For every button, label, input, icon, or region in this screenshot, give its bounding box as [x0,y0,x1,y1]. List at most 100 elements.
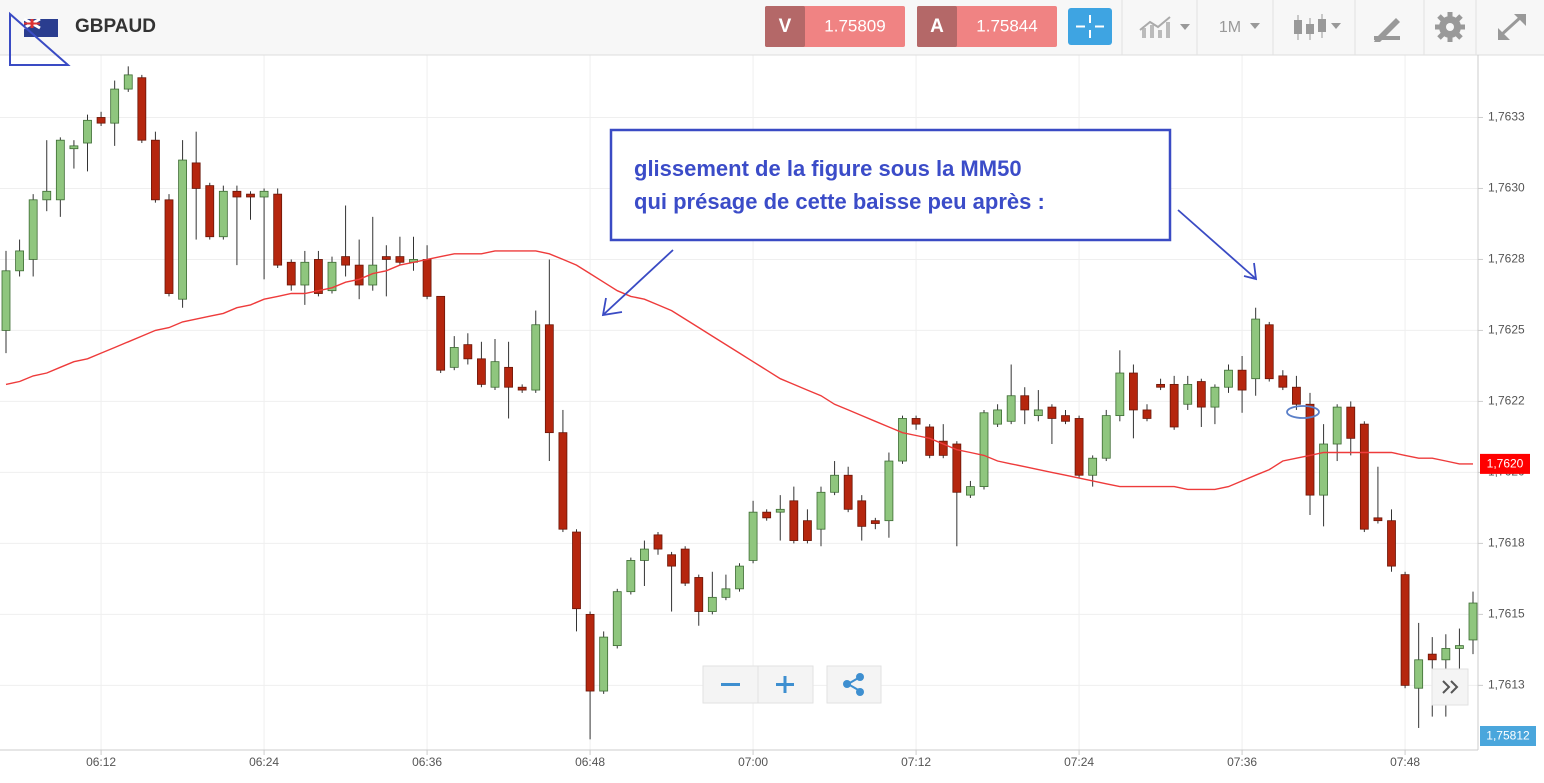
last-price-tag: 1,75812 [1480,726,1536,746]
candle-body [775,508,785,513]
bid-letter: V [779,16,792,37]
grid [0,55,1478,750]
candle-body [463,344,473,360]
candle-body [96,117,106,124]
y-tick-label: 1,7613 [1488,678,1525,692]
y-tick-label: 1,7622 [1488,394,1525,408]
candle-body [1033,409,1043,417]
candle-body [178,159,187,300]
y-tick-label: 1,7625 [1488,323,1525,337]
candle-body [1047,406,1057,419]
x-tick-label: 06:48 [575,755,605,769]
fullscreen-button[interactable] [1498,14,1526,40]
candle-body [707,596,717,612]
bid-button[interactable]: V 1.75809 [765,6,905,47]
candle-body [558,432,568,530]
candle-body [762,511,772,519]
zoom-in-button[interactable] [757,665,814,704]
candle-body [314,259,323,294]
x-tick-label: 07:24 [1064,755,1094,769]
candle-body [694,577,704,612]
candle-body [517,386,527,391]
candle-body [857,500,867,527]
bid-price: 1.75809 [824,16,885,35]
candle-body [246,193,255,198]
candle-body [28,199,38,260]
candle-body [966,486,975,496]
x-tick-label: 06:24 [249,755,279,769]
candle-body [1292,386,1301,405]
drawn-ellipse [1286,405,1320,419]
candle-body [599,636,609,692]
candle-body [381,256,391,260]
candle-body [843,474,853,510]
candle-body [327,261,337,292]
candle-body [300,261,310,286]
ma-tag [1480,453,1530,474]
candle-body [123,74,133,90]
candle-body [218,190,228,238]
candle-body [151,139,160,201]
candle-body [1346,406,1356,439]
indicator-button[interactable] [1139,16,1190,38]
timeframe-button[interactable]: 1M [1219,19,1260,36]
candle-body [1332,406,1342,445]
candle-body [612,591,622,647]
candle-body [477,358,486,385]
candle-body [1359,423,1369,530]
y-tick-label: 1,7618 [1488,536,1525,550]
x-tick-label: 06:36 [412,755,442,769]
ask-price: 1.75844 [976,16,1037,35]
candle-body [55,139,65,201]
candle-body [667,554,676,567]
scroll-right-button[interactable] [1431,668,1469,706]
candle-body [1441,648,1451,661]
candle-body [1115,372,1125,417]
candle-body [1224,369,1233,388]
crosshair-button[interactable] [1068,8,1112,45]
candle-body [1129,372,1138,411]
annotation-line: qui présage de cette baisse peu après : [634,189,1045,214]
plot [1,66,1478,740]
toolbar-separators [1121,0,1477,55]
candle-body [69,145,79,150]
candle-body [870,520,880,524]
chart-type-button[interactable] [1294,14,1341,40]
ma-tag-label: 1,7620 [1487,457,1524,471]
candle-body [830,474,839,493]
candle-body [110,88,120,124]
candle-body [911,418,921,425]
candle-body [1101,415,1111,459]
candle-body [1061,415,1070,422]
candle-body [1183,383,1193,405]
candle-body [898,418,907,462]
candle-body [1196,381,1206,408]
y-tick-label: 1,7615 [1488,607,1525,621]
candle-body [748,511,758,561]
candle-body [979,412,989,488]
candle-body [585,613,595,692]
candle-body [232,190,242,198]
candle-body [15,250,24,272]
candle-body [1305,403,1315,496]
settings-button[interactable] [1435,12,1465,42]
candle-body [449,347,459,368]
candle-body [1427,653,1437,661]
candle-body [1237,369,1247,391]
x-tick-label: 07:12 [901,755,931,769]
candle-body [789,500,799,541]
share-button[interactable] [826,665,882,704]
ask-button[interactable]: A 1.75844 [917,6,1057,47]
candle-body [816,491,826,530]
drawing-button[interactable] [1374,18,1400,42]
y-tick-label: 1,7630 [1488,181,1525,195]
candle-body [1074,418,1084,476]
zoom-out-button[interactable] [702,665,759,704]
candle-body [1264,324,1274,380]
candle-body [993,409,1002,425]
ask-letter: A [930,16,944,37]
candle-body [1156,383,1165,388]
timeframe: 1M [1219,19,1241,36]
